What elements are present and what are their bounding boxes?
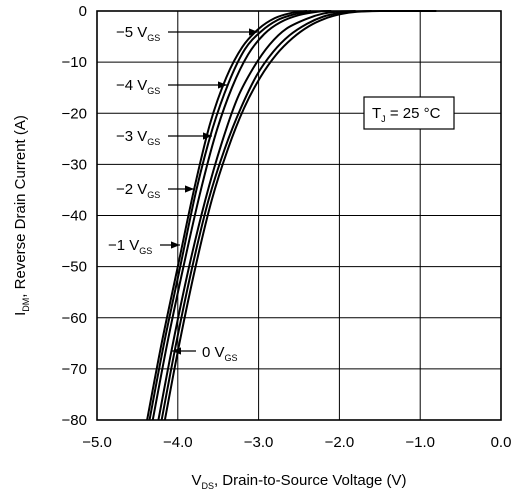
series-label-1: −4 VGS	[116, 77, 227, 96]
x-axis-label: VDS, Drain-to-Source Voltage (V)	[191, 472, 406, 491]
series-label-0: −5 VGS	[116, 24, 258, 43]
plot-frame	[96, 10, 502, 421]
y-tick-label: −80	[62, 412, 87, 429]
y-tick-label: −30	[62, 156, 87, 173]
x-tick-label: −5.0	[82, 434, 112, 451]
y-axis-label: IDM, Reverse Drain Current (A)	[12, 115, 31, 316]
x-tick-label: −3.0	[244, 434, 274, 451]
temperature-label: TJ = 25 °C	[372, 105, 441, 124]
temperature-box	[363, 96, 455, 130]
y-axis-ticks: 0 −10 −20 −30 −40 −50 −60 −70 −80	[62, 3, 87, 429]
x-tick-label: −1.0	[405, 434, 435, 451]
series-line-5	[163, 9, 437, 421]
series-labels: −5 VGS −4 VGS −3 VGS −2 VGS −1 VGS 0 VGS	[108, 24, 258, 363]
plot-grid	[97, 11, 501, 420]
series-label-4: −1 VGS	[108, 237, 180, 256]
series-label-text: −5 VGS	[116, 24, 160, 43]
series-label-text: −2 VGS	[116, 181, 160, 200]
series-label-text: −3 VGS	[116, 128, 160, 147]
series-label-5: 0 VGS	[172, 344, 238, 363]
series-label-text: 0 VGS	[202, 344, 238, 363]
series-line-1	[148, 10, 312, 421]
series-label-3: −2 VGS	[116, 181, 194, 200]
y-tick-label: −20	[62, 105, 87, 122]
y-tick-label: −10	[62, 54, 87, 71]
x-axis-ticks: −5.0 −4.0 −3.0 −2.0 −1.0 0.0	[82, 434, 511, 451]
y-tick-label: −40	[62, 208, 87, 225]
x-tick-label: −4.0	[163, 434, 193, 451]
x-tick-label: −2.0	[325, 434, 355, 451]
series-line-4	[160, 10, 372, 421]
y-tick-label: 0	[79, 3, 87, 20]
series-line-2	[151, 10, 332, 421]
y-tick-label: −60	[62, 310, 87, 327]
y-tick-label: −50	[62, 259, 87, 276]
series-layer	[146, 9, 437, 421]
series-label-2: −3 VGS	[116, 128, 212, 147]
temperature-annotation: TJ = 25 °C	[363, 96, 455, 130]
series-label-text: −1 VGS	[108, 237, 152, 256]
x-tick-label: 0.0	[491, 434, 512, 451]
series-label-text: −4 VGS	[116, 77, 160, 96]
y-tick-label: −70	[62, 361, 87, 378]
series-line-3	[157, 10, 356, 421]
